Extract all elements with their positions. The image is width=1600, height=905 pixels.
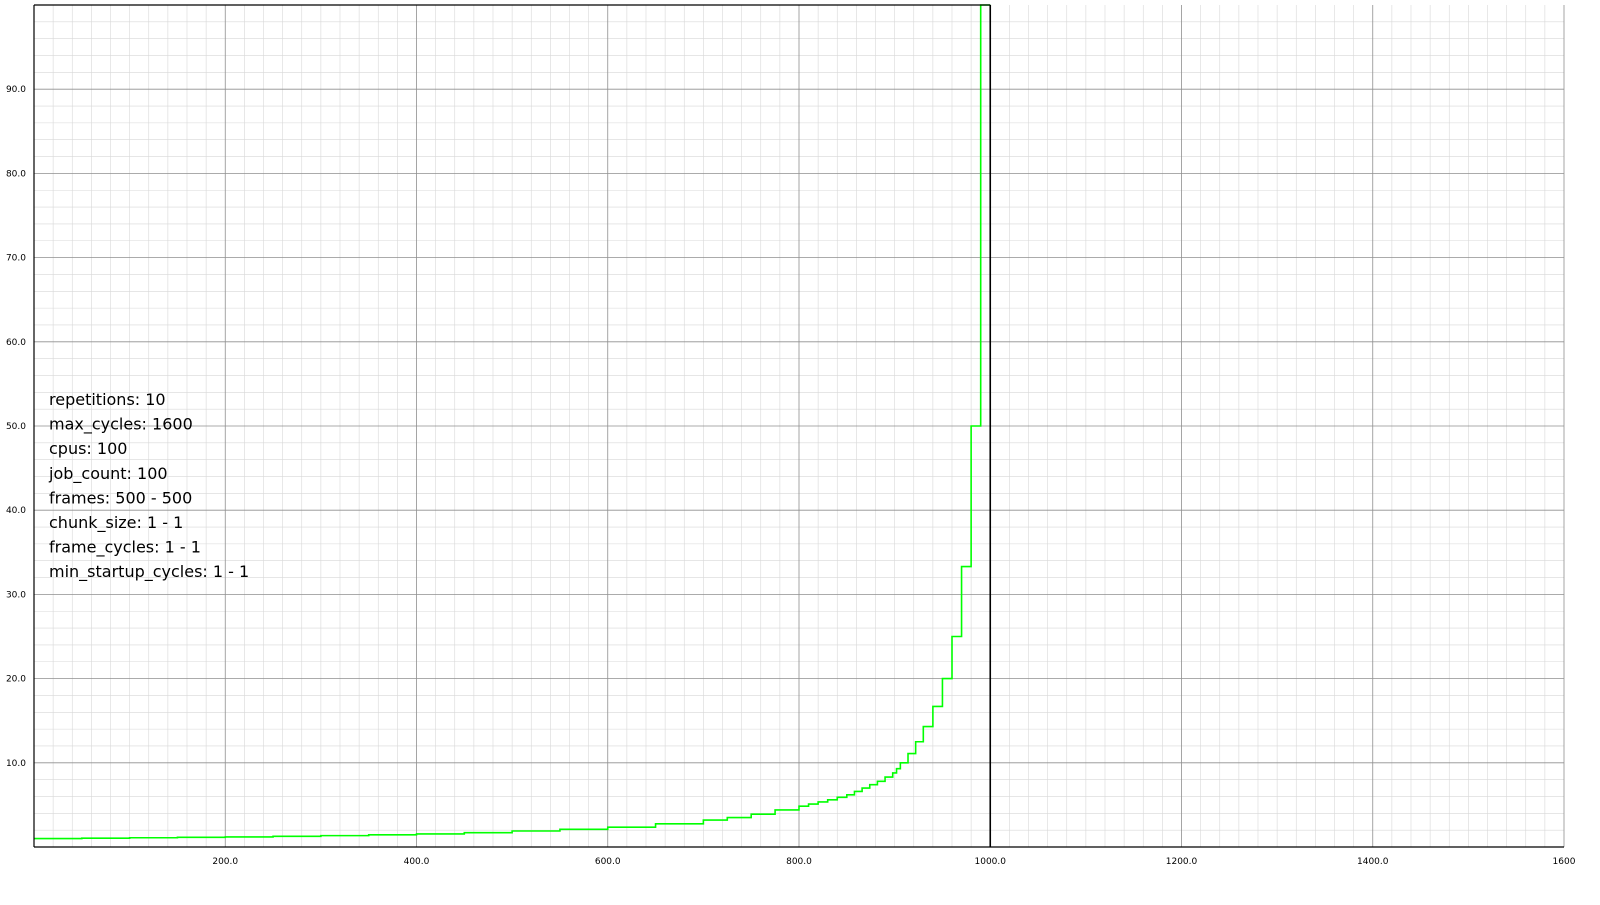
- y-tick-label: 90.0: [6, 85, 26, 95]
- series-layer: [34, 4, 991, 840]
- y-tick-label: 60.0: [6, 338, 26, 348]
- y-tick-label: 50.0: [6, 422, 26, 432]
- x-tick-label: 800.0: [786, 857, 812, 867]
- parameter-annotation: repetitions: 10 max_cycles: 1600 cpus: 100…: [48, 390, 249, 582]
- x-tick-label: 400.0: [404, 857, 430, 867]
- parameter-line: frames: 500 - 500: [49, 488, 192, 507]
- major-gridlines: [34, 5, 1565, 847]
- series-line-0: [34, 4, 991, 840]
- parameter-line: frame_cycles: 1 - 1: [49, 538, 201, 558]
- parameter-line: cpus: 100: [49, 439, 127, 458]
- x-tick-label: 200.0: [212, 857, 238, 867]
- parameter-line: chunk_size: 1 - 1: [49, 513, 183, 533]
- y-tick-label: 40.0: [6, 506, 26, 516]
- x-tick-label: 1400.0: [1357, 857, 1389, 867]
- y-tick-label: 70.0: [6, 254, 26, 264]
- y-tick-label: 20.0: [6, 675, 26, 685]
- parameter-line: min_startup_cycles: 1 - 1: [49, 562, 249, 582]
- parameter-line: max_cycles: 1600: [49, 415, 193, 435]
- parameter-line: job_count: 100: [48, 464, 168, 484]
- axes-layer: [33, 4, 1564, 848]
- parameter-line: repetitions: 10: [49, 390, 166, 409]
- x-tick-label: 1200.0: [1166, 857, 1198, 867]
- x-tick-label: 1600: [1553, 857, 1576, 867]
- x-tick-label: 1000.0: [975, 857, 1007, 867]
- y-tick-label: 30.0: [6, 590, 26, 600]
- y-tick-label: 10.0: [6, 759, 26, 769]
- tick-labels: 200.0 400.0 600.0 800.0 1000.0 1200.0 1400.0 16…: [6, 85, 1576, 867]
- x-tick-label: 600.0: [595, 857, 621, 867]
- y-tick-label: 80.0: [6, 169, 26, 179]
